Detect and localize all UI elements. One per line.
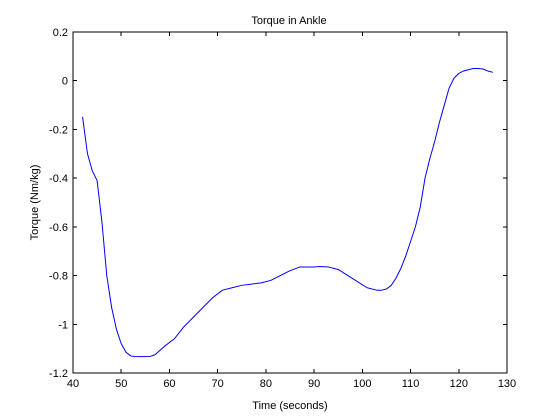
torque-data-point <box>314 266 315 267</box>
torque-data-point <box>318 266 319 267</box>
torque-data-point <box>487 70 488 71</box>
x-tick-label: 100 <box>353 378 371 390</box>
torque-data-point <box>463 70 464 71</box>
torque-data-point <box>125 352 126 353</box>
torque-data-point <box>232 287 233 288</box>
y-tick-label: -0.6 <box>49 222 68 234</box>
y-axis-ticks: 0.2 0 -0.2 -0.4 -0.6 -0.8 -1 -1.2 <box>49 27 507 380</box>
torque-data-point <box>212 297 213 298</box>
torque-data-point <box>376 290 377 291</box>
y-tick-label: -0.4 <box>49 173 68 185</box>
y-tick-label: -0.8 <box>49 271 68 283</box>
torque-data-point <box>367 287 368 288</box>
torque-data-point <box>473 68 474 69</box>
torque-data-point <box>222 290 223 291</box>
torque-data-point <box>424 178 425 179</box>
torque-data-point <box>97 180 98 181</box>
x-axis-ticks: 40 50 60 70 80 90 100 110 120 130 <box>67 32 516 390</box>
y-tick-label: -1.2 <box>49 368 68 380</box>
torque-data-point <box>82 117 83 118</box>
y-tick-label: 0 <box>62 76 68 88</box>
torque-data-point <box>140 356 141 357</box>
torque-data-point <box>101 221 102 222</box>
series-layer <box>82 68 494 358</box>
x-axis-label: Time (seconds) <box>252 400 327 412</box>
torque-data-point <box>203 307 204 308</box>
torque-data-point <box>391 285 392 286</box>
torque-data-point <box>260 282 261 283</box>
torque-data-point <box>111 307 112 308</box>
torque-data-point <box>154 354 155 355</box>
torque-data-point <box>439 122 440 123</box>
torque-data-point <box>150 356 151 357</box>
chart-title: Torque in Ankle <box>251 15 326 27</box>
torque-data-point <box>280 275 281 276</box>
torque-data-point <box>415 226 416 227</box>
torque-data-point <box>130 355 131 356</box>
x-tick-label: 90 <box>308 378 320 390</box>
torque-data-point <box>429 158 430 159</box>
torque-data-point <box>116 329 117 330</box>
torque-data-point <box>410 241 411 242</box>
torque-data-point <box>449 87 450 88</box>
torque-data-point <box>386 288 387 289</box>
torque-data-point <box>347 275 348 276</box>
torque-data-point <box>251 283 252 284</box>
x-tick-label: 40 <box>67 378 79 390</box>
x-tick-label: 110 <box>402 378 420 390</box>
torque-data-point <box>453 78 454 79</box>
torque-data-point <box>328 266 329 267</box>
torque-data-point <box>400 268 401 269</box>
torque-data-point <box>106 275 107 276</box>
torque-data-point <box>174 338 175 339</box>
torque-data-point <box>405 255 406 256</box>
x-tick-label: 120 <box>450 378 468 390</box>
torque-data-point <box>270 280 271 281</box>
torque-data-point <box>121 343 122 344</box>
torque-data-point <box>357 281 358 282</box>
torque-data-point <box>338 269 339 270</box>
x-tick-label: 70 <box>212 378 224 390</box>
y-tick-label: -1 <box>58 319 68 331</box>
torque-data-point <box>468 69 469 70</box>
torque-data-point <box>193 316 194 317</box>
x-tick-label: 50 <box>115 378 127 390</box>
torque-series-line <box>82 68 494 358</box>
torque-data-point <box>299 266 300 267</box>
y-tick-label: 0.2 <box>53 27 68 39</box>
torque-data-point <box>477 68 478 69</box>
torque-data-point <box>458 73 459 74</box>
torque-data-point <box>241 285 242 286</box>
torque-data-point <box>164 346 165 347</box>
torque-data-point <box>87 153 88 154</box>
torque-data-point <box>492 72 493 73</box>
y-tick-label: -0.2 <box>49 124 68 136</box>
torque-data-point <box>183 326 184 327</box>
torque-data-point <box>135 356 136 357</box>
x-tick-label: 80 <box>260 378 272 390</box>
torque-data-point <box>482 68 483 69</box>
y-axis-label: Torque (Nm/kg) <box>29 165 41 241</box>
torque-data-point <box>289 270 290 271</box>
torque-data-point <box>395 277 396 278</box>
torque-data-point <box>381 290 382 291</box>
plot-area-frame <box>72 31 508 374</box>
torque-data-point <box>444 104 445 105</box>
torque-data-point <box>434 141 435 142</box>
torque-data-point <box>309 266 310 267</box>
torque-data-point <box>420 207 421 208</box>
x-tick-label: 60 <box>163 378 175 390</box>
x-tick-label: 130 <box>498 378 516 390</box>
torque-data-point <box>92 170 93 171</box>
